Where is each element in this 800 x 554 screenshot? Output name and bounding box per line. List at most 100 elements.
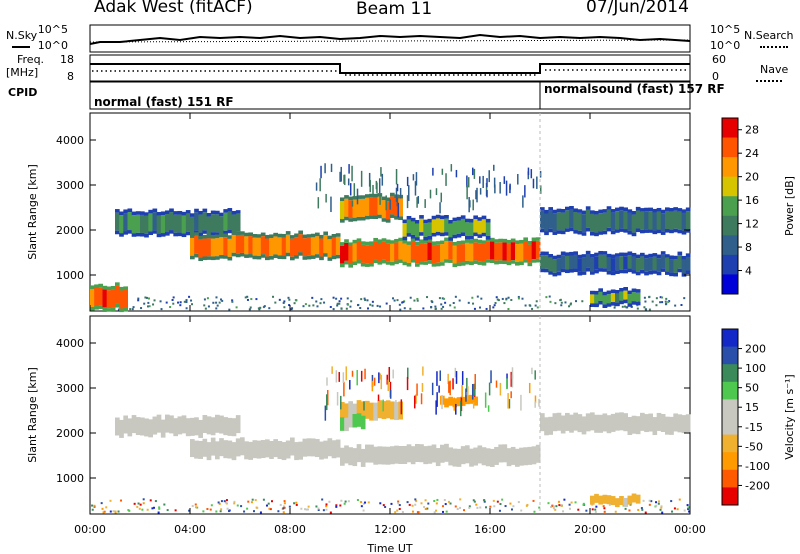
y-tick-label: 3000 bbox=[56, 179, 84, 192]
echo-edge bbox=[590, 271, 595, 275]
echo-cell bbox=[98, 287, 103, 306]
echo-edge bbox=[640, 208, 645, 212]
echo-edge bbox=[581, 254, 587, 258]
echo-cell bbox=[277, 237, 283, 256]
echo-edge bbox=[252, 234, 258, 238]
echo-cell bbox=[223, 417, 228, 436]
y-tick-label: 4000 bbox=[56, 134, 84, 147]
noise-pixel bbox=[399, 308, 402, 311]
echo-cell bbox=[456, 397, 462, 407]
velocity-colorbar-block bbox=[722, 346, 738, 365]
echo-edge bbox=[515, 240, 520, 244]
cpid-segment-2: normalsound (fast) 157 RF bbox=[544, 82, 725, 96]
power-colorbar-label: 28 bbox=[745, 124, 759, 137]
echo-edge bbox=[590, 290, 595, 295]
echo-edge bbox=[377, 193, 383, 197]
noise-pixel bbox=[532, 499, 535, 502]
echo-cell bbox=[510, 446, 516, 465]
echo-cell bbox=[552, 213, 558, 232]
scatter-pixel bbox=[466, 175, 468, 188]
scatter-pixel bbox=[395, 187, 398, 202]
noise-pixel bbox=[661, 511, 664, 514]
echo-cell bbox=[552, 259, 558, 273]
noise-pixel bbox=[411, 504, 414, 507]
scatter-pixel bbox=[435, 188, 438, 196]
echo-cell bbox=[319, 441, 324, 460]
echo-cell bbox=[352, 243, 358, 262]
echo-cell bbox=[227, 417, 233, 436]
echo-cell bbox=[281, 237, 287, 256]
noise-pixel bbox=[655, 304, 658, 307]
echo-cell bbox=[598, 254, 603, 269]
noise-pixel bbox=[575, 300, 578, 303]
echo-cell bbox=[206, 442, 212, 461]
noise-pixel bbox=[295, 501, 298, 504]
noise-pixel bbox=[240, 505, 243, 508]
echo-edge bbox=[652, 270, 658, 274]
echo-cell bbox=[685, 256, 691, 271]
echo-cell bbox=[123, 213, 128, 232]
echo-edge bbox=[669, 272, 674, 277]
echo-edge bbox=[510, 260, 516, 264]
noise-pixel bbox=[416, 511, 419, 514]
noise-pixel bbox=[325, 505, 328, 508]
echo-edge bbox=[94, 306, 99, 310]
echo-edge bbox=[569, 251, 574, 256]
x-tick-label: 08:00 bbox=[274, 523, 306, 536]
echo-edge bbox=[665, 254, 670, 258]
noise-pixel bbox=[472, 499, 475, 502]
echo-edge bbox=[681, 230, 687, 235]
noise-pixel bbox=[329, 511, 332, 514]
noise-pixel bbox=[163, 503, 166, 506]
noise-pixel bbox=[270, 500, 273, 503]
noise-pixel bbox=[217, 501, 220, 504]
echo-edge bbox=[135, 211, 141, 215]
echo-edge bbox=[402, 236, 408, 241]
echo-edge bbox=[356, 216, 362, 221]
scatter-pixel bbox=[345, 366, 348, 381]
noise-pixel bbox=[263, 305, 266, 308]
noise-pixel bbox=[255, 506, 258, 509]
noise-pixel bbox=[137, 299, 140, 302]
echo-cell bbox=[348, 447, 353, 466]
scatter-pixel bbox=[482, 175, 484, 189]
noise-pixel bbox=[311, 296, 314, 299]
echo-edge bbox=[185, 210, 191, 214]
echo-edge bbox=[590, 231, 595, 236]
echo-edge bbox=[290, 235, 295, 239]
noise-pixel bbox=[258, 308, 261, 311]
echo-edge bbox=[419, 261, 424, 265]
echo-edge bbox=[627, 251, 633, 256]
noise-pixel bbox=[479, 506, 482, 509]
echo-cell bbox=[190, 439, 195, 458]
noise-pixel bbox=[317, 508, 320, 511]
scatter-pixel bbox=[351, 165, 353, 182]
echo-edge bbox=[602, 291, 608, 296]
echo-cell bbox=[506, 243, 512, 262]
echo-cell bbox=[344, 198, 349, 217]
noise-pixel bbox=[501, 498, 504, 501]
echo-edge bbox=[481, 215, 487, 220]
echo-edge bbox=[419, 239, 424, 244]
echo-edge bbox=[510, 238, 516, 243]
echo-edge bbox=[306, 234, 312, 238]
echo-cell bbox=[231, 234, 237, 253]
echo-cell bbox=[431, 245, 437, 264]
echo-cell bbox=[294, 237, 299, 256]
scatter-pixel bbox=[349, 380, 351, 390]
scatter-pixel bbox=[380, 167, 382, 177]
noise-pixel bbox=[433, 499, 436, 502]
noise-sky-trace bbox=[89, 33, 691, 45]
scatter-pixel bbox=[441, 168, 444, 175]
echo-edge bbox=[660, 209, 666, 214]
scatter-pixel bbox=[472, 401, 475, 409]
echo-edge bbox=[202, 230, 208, 234]
noise-pixel bbox=[283, 502, 286, 505]
echo-edge bbox=[444, 259, 449, 263]
echo-edge bbox=[323, 231, 328, 236]
noise-pixel bbox=[657, 502, 660, 505]
noise-tick-right-top: 10^5 bbox=[710, 23, 740, 36]
noise-pixel bbox=[564, 301, 567, 304]
noise-pixel bbox=[146, 508, 149, 511]
scatter-pixel bbox=[450, 164, 453, 172]
